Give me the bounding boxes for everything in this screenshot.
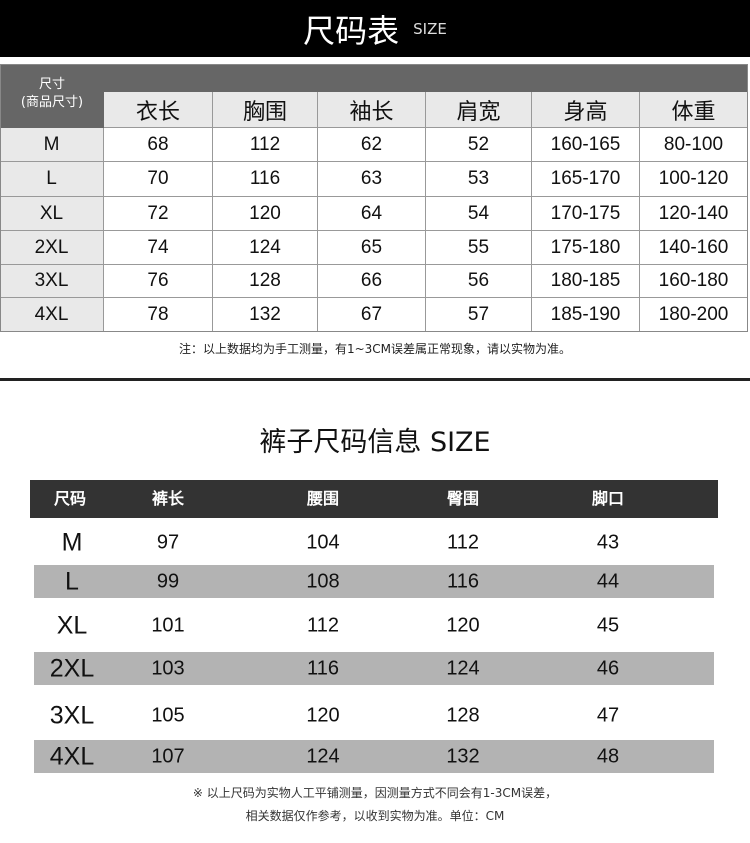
- pants-title: 裤子尺码信息 SIZE: [259, 427, 491, 458]
- column-header: 体重: [640, 92, 748, 128]
- table-cell: 124: [446, 657, 480, 680]
- tops-table-border: [0, 64, 748, 332]
- table-cell: 65: [318, 231, 426, 265]
- column-header: 胸围: [213, 92, 318, 128]
- table-cell: 107: [151, 745, 185, 768]
- size-label: 3XL: [0, 265, 104, 298]
- table-cell: 48: [596, 745, 620, 768]
- table-cell: 80-100: [640, 128, 748, 162]
- size-label: 3XL: [49, 701, 95, 730]
- page-title: 尺码表: [303, 11, 400, 50]
- table-cell: 70: [104, 162, 213, 197]
- table-cell: 120-140: [640, 197, 748, 231]
- table-cell: 76: [104, 265, 213, 298]
- column-header: 身高: [532, 92, 640, 128]
- table-cell: 63: [318, 162, 426, 197]
- table-cell: 160-165: [532, 128, 640, 162]
- table-cell: 132: [446, 745, 480, 768]
- table-cell: 56: [426, 265, 532, 298]
- table-cell: 54: [426, 197, 532, 231]
- column-header: 衣长: [104, 92, 213, 128]
- table-cell: 64: [318, 197, 426, 231]
- table-cell: 57: [426, 298, 532, 332]
- table-cell: 128: [446, 704, 480, 727]
- row-band: [34, 652, 714, 685]
- row-band: [34, 740, 714, 773]
- table-cell: 53: [426, 162, 532, 197]
- table-cell: 140-160: [640, 231, 748, 265]
- table-cell: 128: [213, 265, 318, 298]
- table-cell: 62: [318, 128, 426, 162]
- corner-label: 尺寸: [38, 77, 65, 92]
- table-cell: 105: [151, 704, 185, 727]
- size-label: L: [0, 162, 104, 197]
- table-cell: 120: [306, 704, 340, 727]
- table-cell: 170-175: [532, 197, 640, 231]
- column-header: 尺码: [53, 489, 87, 508]
- size-label: XL: [0, 197, 104, 231]
- pants-header-bar: [30, 480, 718, 518]
- table-cell: 112: [307, 614, 339, 637]
- size-label: 2XL: [49, 654, 95, 683]
- table-cell: 104: [306, 531, 340, 554]
- table-cell: 44: [596, 570, 620, 593]
- size-label: 4XL: [0, 298, 104, 332]
- table-cell: 52: [426, 128, 532, 162]
- table-cell: 108: [306, 570, 340, 593]
- table-cell: 120: [446, 614, 480, 637]
- table-cell: 45: [596, 614, 620, 637]
- title-banner: 尺码表 SIZE: [0, 0, 750, 57]
- column-header: 肩宽: [426, 92, 532, 128]
- size-label: M: [0, 128, 104, 162]
- divider: [0, 378, 750, 381]
- pants-note-line-2: 相关数据仅作参考，以收到实物为准。单位：CM: [245, 809, 505, 823]
- table-cell: 103: [151, 657, 185, 680]
- table-cell: 67: [318, 298, 426, 332]
- table-cell: 97: [156, 531, 180, 554]
- table-cell: 116: [213, 162, 318, 197]
- pants-note-line-1: ※ 以上尺码为实物人工平铺测量，因测量方式不同会有1-3CM误差，: [192, 786, 558, 800]
- table-cell: 43: [596, 531, 620, 554]
- column-header: 腰围: [306, 489, 340, 508]
- table-cell: 165-170: [532, 162, 640, 197]
- column-header: 臀围: [446, 489, 480, 508]
- table-cell: 100-120: [640, 162, 748, 197]
- table-cell: 99: [156, 570, 180, 593]
- table-cell: 175-180: [532, 231, 640, 265]
- table-cell: 116: [307, 657, 339, 680]
- column-header: 袖长: [318, 92, 426, 128]
- table-cell: 68: [104, 128, 213, 162]
- size-label: 4XL: [49, 742, 95, 771]
- size-label: 2XL: [0, 231, 104, 265]
- table-cell: 55: [426, 231, 532, 265]
- table-cell: 180-185: [532, 265, 640, 298]
- corner-sublabel: (商品尺寸): [20, 95, 84, 110]
- table-cell: 124: [213, 231, 318, 265]
- size-label: M: [61, 528, 83, 557]
- table-cell: 101: [151, 614, 185, 637]
- page-subtitle: SIZE: [413, 19, 447, 38]
- table-cell: 185-190: [532, 298, 640, 332]
- tops-corner-cell: 尺寸 (商品尺寸): [0, 64, 104, 128]
- table-cell: 66: [318, 265, 426, 298]
- table-cell: 124: [306, 745, 340, 768]
- table-cell: 46: [596, 657, 620, 680]
- table-cell: 120: [213, 197, 318, 231]
- column-header: 裤长: [151, 489, 185, 508]
- table-cell: 74: [104, 231, 213, 265]
- table-cell: 112: [213, 128, 318, 162]
- table-cell: 47: [596, 704, 620, 727]
- column-header: 脚口: [591, 489, 625, 508]
- table-cell: 112: [447, 531, 479, 554]
- table-cell: 132: [213, 298, 318, 332]
- tops-note: 注：以上数据均为手工测量，有1~3CM误差属正常现象，请以实物为准。: [178, 342, 572, 356]
- table-cell: 116: [447, 570, 479, 593]
- size-label: L: [65, 567, 79, 596]
- row-band: [34, 565, 714, 598]
- tops-header-band: [104, 64, 748, 92]
- size-label: XL: [56, 611, 88, 640]
- table-cell: 72: [104, 197, 213, 231]
